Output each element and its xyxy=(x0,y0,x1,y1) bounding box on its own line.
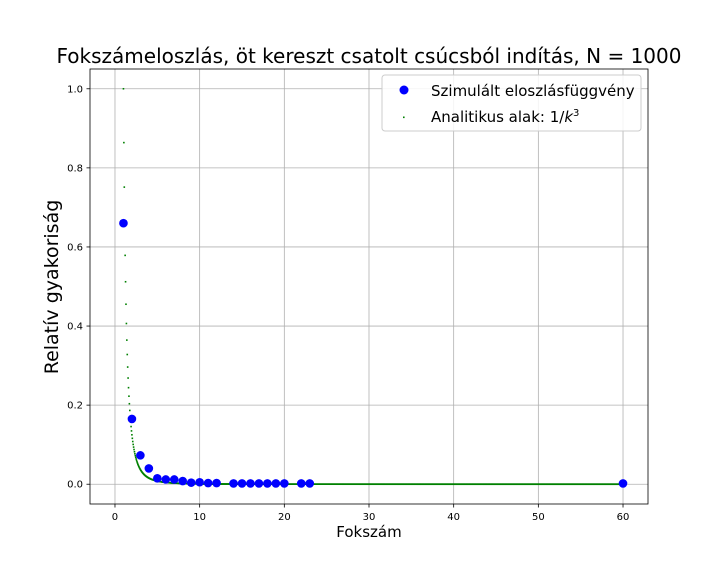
analytic-point xyxy=(126,366,129,368)
simulated-point xyxy=(212,478,221,488)
simulated-point xyxy=(178,476,188,486)
analytic-point xyxy=(138,466,140,468)
analytic-point xyxy=(133,450,136,453)
legend-box xyxy=(381,74,642,132)
analytic-point xyxy=(124,280,127,283)
legend-marker-simulated xyxy=(399,85,409,95)
analytic-point xyxy=(132,446,135,448)
analytic-point xyxy=(130,425,132,428)
x-tick-label: 20 xyxy=(278,512,291,523)
simulated-point xyxy=(263,479,272,488)
simulated-point xyxy=(237,479,247,488)
analytic-point xyxy=(134,456,137,459)
analytic-point xyxy=(123,141,125,144)
simulated-point xyxy=(144,464,154,473)
analytic-point xyxy=(123,186,126,188)
simulated-point xyxy=(254,479,264,488)
y-tick-label: 1.0 xyxy=(67,84,83,95)
analytic-point xyxy=(135,458,137,460)
series-simulated xyxy=(119,218,628,488)
analytic-point xyxy=(128,409,131,412)
simulated-point xyxy=(169,475,179,484)
x-tick-label: 0 xyxy=(112,512,118,523)
simulated-point xyxy=(296,479,306,488)
analytic-point xyxy=(126,339,128,341)
simulated-point xyxy=(203,478,213,488)
analytic-point xyxy=(136,460,138,463)
y-tick-label: 0.6 xyxy=(67,242,83,253)
analytic-point xyxy=(137,465,140,468)
x-tick-label: 10 xyxy=(193,512,206,523)
analytic-point xyxy=(130,430,133,432)
analytic-point xyxy=(127,377,129,379)
simulated-point xyxy=(153,473,162,483)
analytic-point xyxy=(127,386,130,389)
simulated-point xyxy=(618,479,628,488)
legend-marker-analytic xyxy=(403,116,405,119)
plot-area xyxy=(89,68,649,505)
analytic-point xyxy=(136,462,139,464)
analytic-point xyxy=(131,440,134,443)
analytic-point xyxy=(131,437,134,440)
x-tick-label: 60 xyxy=(617,512,630,523)
analytic-point xyxy=(137,463,139,465)
simulated-point xyxy=(119,218,128,228)
analytic-point xyxy=(137,464,140,467)
chart-title: Fokszámeloszlás, öt kereszt csatolt csúc… xyxy=(57,44,682,68)
simulated-point xyxy=(280,479,289,488)
analytic-point xyxy=(126,353,129,356)
y-tick-label: 0.0 xyxy=(67,480,83,491)
simulated-point xyxy=(195,477,204,487)
simulated-point xyxy=(271,479,281,488)
analytic-point xyxy=(133,448,135,451)
analytic-point xyxy=(125,322,128,325)
analytic-point xyxy=(128,395,130,397)
y-tick-label: 0.4 xyxy=(67,322,83,333)
simulated-point xyxy=(229,479,238,488)
analytic-point xyxy=(138,467,141,469)
legend-label-analytic: Analitikus alak: 1/k3 xyxy=(431,108,579,126)
analytic-point xyxy=(134,452,136,455)
x-axis: 0 10 20 30 40 50 60 xyxy=(112,504,630,523)
x-tick-label: 30 xyxy=(363,512,376,523)
y-axis-label: Relatív gyakoriság xyxy=(41,200,63,375)
analytic-point xyxy=(124,254,126,257)
simulated-point xyxy=(186,478,196,487)
analytic-point xyxy=(128,402,131,405)
x-tick-label: 40 xyxy=(447,512,460,523)
legend-label-simulated: Szimulált eloszlásfüggvény xyxy=(431,82,635,100)
x-tick-label: 50 xyxy=(532,512,545,523)
analytic-point xyxy=(122,87,125,90)
analytic-point xyxy=(134,454,137,457)
analytic-point xyxy=(135,459,138,462)
legend: Szimulált eloszlásfüggvény Analitikus al… xyxy=(381,74,642,132)
y-axis: 0.0 0.2 0.4 0.6 0.8 1.0 xyxy=(67,84,90,491)
simulated-point xyxy=(161,475,171,484)
simulated-point xyxy=(136,451,145,460)
simulated-point xyxy=(305,479,315,488)
simulated-point xyxy=(127,414,137,424)
x-axis-label: Fokszám xyxy=(336,523,401,541)
analytic-point xyxy=(131,433,133,436)
analytic-point xyxy=(132,443,134,446)
y-tick-label: 0.2 xyxy=(67,401,83,412)
simulated-point xyxy=(246,479,255,488)
y-tick-label: 0.8 xyxy=(67,163,83,174)
analytic-point xyxy=(125,303,127,306)
